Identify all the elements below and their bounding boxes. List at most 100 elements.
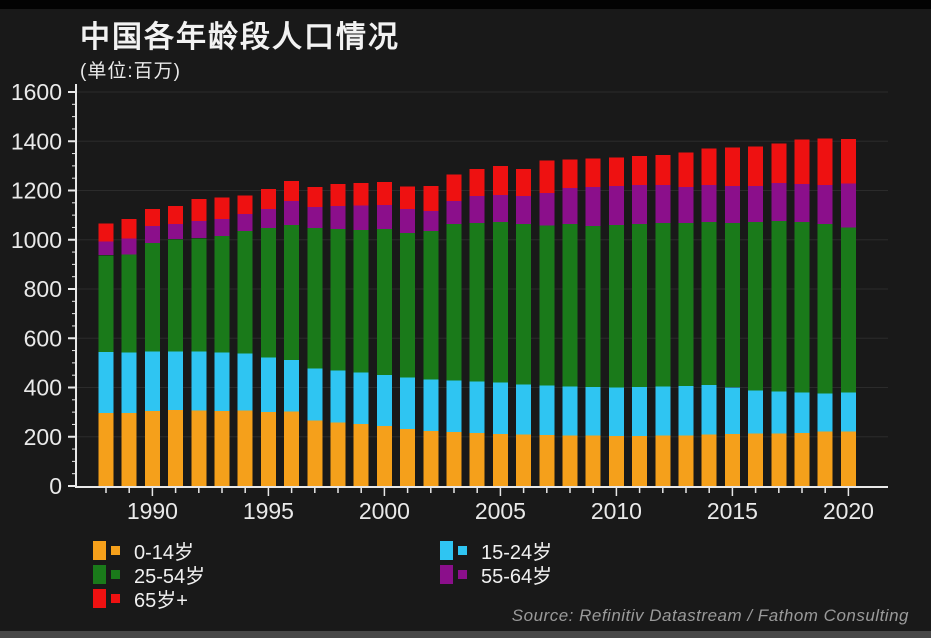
bar-segment-2013 bbox=[678, 435, 694, 486]
bar-segment-2014 bbox=[701, 184, 717, 222]
bar-segment-2018 bbox=[794, 139, 810, 184]
y-axis-label: 1200 bbox=[11, 178, 62, 204]
legend-swatch-small bbox=[111, 545, 120, 555]
bar-segment-2000 bbox=[376, 205, 392, 230]
bar-segment-2002 bbox=[423, 231, 439, 380]
bar-segment-2013 bbox=[678, 152, 694, 187]
bar-segment-2000 bbox=[376, 181, 392, 205]
bar-segment-2007 bbox=[539, 225, 555, 386]
legend-item: 25-54岁 bbox=[93, 562, 206, 588]
bar-segment-1988 bbox=[98, 351, 114, 414]
bar-segment-2020 bbox=[840, 431, 856, 486]
bar-segment-2000 bbox=[376, 375, 392, 427]
bar-segment-2001 bbox=[400, 209, 416, 234]
bar-segment-2018 bbox=[794, 432, 810, 486]
bar-segment-2011 bbox=[632, 435, 648, 486]
bar-segment-1988 bbox=[98, 413, 114, 486]
bar-segment-2004 bbox=[469, 381, 485, 434]
bar-segment-2003 bbox=[446, 174, 462, 201]
bar-segment-2009 bbox=[585, 158, 601, 187]
bar-segment-2016 bbox=[748, 222, 764, 391]
bar-segment-2009 bbox=[585, 226, 601, 387]
bar-segment-1999 bbox=[353, 424, 369, 486]
legend-label: 25-54岁 bbox=[134, 565, 206, 588]
bar-segment-2017 bbox=[771, 221, 787, 392]
bar-segment-1989 bbox=[121, 254, 137, 353]
bar-segment-1994 bbox=[237, 195, 253, 214]
legend-item: 0-14岁 bbox=[93, 538, 205, 564]
bar-segment-1991 bbox=[168, 409, 184, 486]
bar-segment-2015 bbox=[724, 223, 740, 388]
bar-segment-1998 bbox=[330, 370, 346, 423]
bar-segment-1998 bbox=[330, 422, 346, 486]
bar-segment-1991 bbox=[168, 351, 184, 410]
bar-segment-2002 bbox=[423, 185, 439, 211]
bar-segment-1999 bbox=[353, 182, 369, 206]
bar-segment-2008 bbox=[562, 224, 578, 387]
top-border bbox=[0, 0, 931, 9]
bar-segment-2002 bbox=[423, 210, 439, 232]
legend-swatch-small bbox=[111, 593, 120, 603]
x-axis-label: 2000 bbox=[359, 498, 410, 524]
bar-segment-2016 bbox=[748, 146, 764, 186]
x-axis-label: 2020 bbox=[823, 498, 874, 524]
bar-segment-2020 bbox=[840, 138, 856, 184]
y-axis-label: 1400 bbox=[11, 128, 62, 154]
legend-swatch-small bbox=[458, 545, 467, 555]
bar-segment-1992 bbox=[191, 238, 207, 352]
bar-segment-2008 bbox=[562, 187, 578, 225]
bar-segment-2020 bbox=[840, 392, 856, 432]
bar-segment-2000 bbox=[376, 229, 392, 376]
bar-segment-2013 bbox=[678, 186, 694, 223]
legend: 0-14岁 25-54岁 65岁+ 15-24岁 55-64岁 bbox=[0, 538, 931, 612]
bottom-border bbox=[0, 631, 931, 638]
bar-segment-2010 bbox=[608, 157, 624, 186]
bar-segment-2016 bbox=[748, 433, 764, 486]
legend-swatch bbox=[93, 588, 106, 608]
bar-segment-2018 bbox=[794, 183, 810, 223]
legend-swatch-small bbox=[111, 569, 120, 579]
bar-segment-2001 bbox=[400, 233, 416, 378]
bar-segment-2006 bbox=[516, 224, 532, 385]
bar-segment-1997 bbox=[307, 207, 323, 229]
bar-segment-1989 bbox=[121, 352, 137, 413]
bar-segment-2019 bbox=[817, 224, 833, 394]
bar-segment-1993 bbox=[214, 197, 230, 219]
bar-segment-1998 bbox=[330, 183, 346, 207]
legend-swatch bbox=[440, 540, 453, 560]
bar-segment-2010 bbox=[608, 387, 624, 436]
y-axis-label: 400 bbox=[24, 375, 62, 401]
y-axis-label: 1000 bbox=[11, 227, 62, 253]
bar-segment-2001 bbox=[400, 186, 416, 209]
x-axis-label: 1990 bbox=[127, 498, 178, 524]
bar-segment-2001 bbox=[400, 377, 416, 429]
bar-segment-2013 bbox=[678, 385, 694, 436]
bar-segment-1990 bbox=[144, 411, 160, 486]
bar-segment-2012 bbox=[655, 435, 671, 486]
bar-segment-1988 bbox=[98, 255, 114, 352]
bar-segment-1997 bbox=[307, 420, 323, 486]
bar-segment-1996 bbox=[284, 180, 300, 202]
bar-segment-1988 bbox=[98, 223, 114, 242]
bar-segment-2017 bbox=[771, 433, 787, 486]
bar-segment-1998 bbox=[330, 229, 346, 371]
bar-segment-2011 bbox=[632, 387, 648, 436]
bar-segment-1999 bbox=[353, 205, 369, 231]
bar-segment-2007 bbox=[539, 385, 555, 435]
bar-segment-1996 bbox=[284, 411, 300, 486]
bar-segment-2018 bbox=[794, 392, 810, 433]
bar-segment-2007 bbox=[539, 160, 555, 193]
bar-segment-2009 bbox=[585, 435, 601, 486]
bar-segment-1995 bbox=[260, 228, 276, 358]
x-axis-label: 1995 bbox=[243, 498, 294, 524]
bar-segment-2012 bbox=[655, 386, 671, 436]
bar-segment-2007 bbox=[539, 193, 555, 226]
bar-segment-1989 bbox=[121, 412, 137, 486]
bar-segment-2005 bbox=[492, 382, 508, 434]
bar-segment-2010 bbox=[608, 185, 624, 226]
bar-segment-1988 bbox=[98, 241, 114, 256]
bar-segment-2015 bbox=[724, 185, 740, 223]
bar-segment-2008 bbox=[562, 435, 578, 486]
bar-segment-1993 bbox=[214, 410, 230, 486]
